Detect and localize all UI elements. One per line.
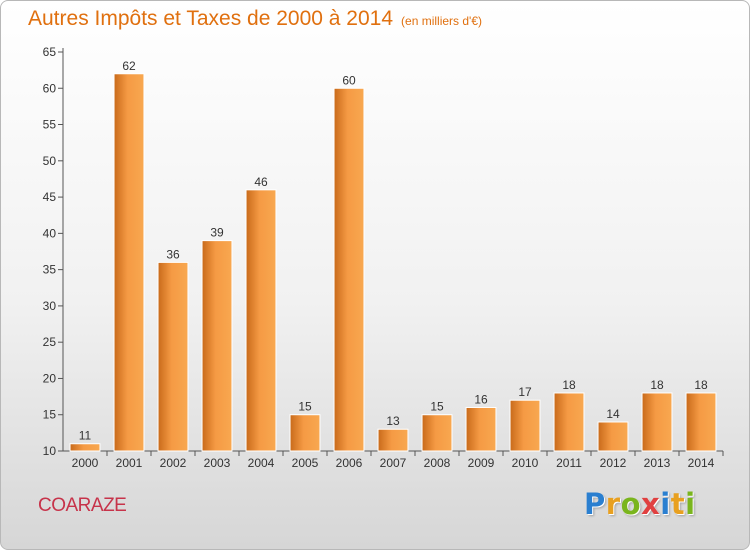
bar-2011 [553, 392, 585, 452]
y-tick-label: 55 [43, 118, 57, 132]
logo-letter: o [620, 487, 642, 521]
bar-2007 [377, 428, 409, 452]
bar-2014 [685, 392, 717, 452]
x-tick-label: 2001 [116, 456, 143, 470]
chart-title-main: Autres Impôts et Taxes de 2000 à 2014 [28, 7, 394, 30]
x-tick-label: 2005 [292, 456, 319, 470]
x-tick-label: 2010 [512, 456, 539, 470]
x-tick-label: 2009 [468, 456, 495, 470]
chart-title-unit: (en milliers d'€) [401, 14, 483, 28]
bar-2006 [333, 87, 365, 452]
bar-value-label: 62 [122, 59, 136, 73]
bar-value-label: 36 [166, 247, 180, 261]
bar-value-label: 60 [342, 73, 356, 87]
bar-value-label: 18 [694, 378, 708, 392]
proxiti-logo[interactable]: Proxiti [584, 487, 696, 521]
bar-value-label: 15 [430, 400, 444, 414]
y-tick-label: 50 [43, 154, 57, 168]
logo-letter: i [685, 487, 696, 521]
bar-2001 [113, 73, 145, 452]
bar-2008 [421, 414, 453, 452]
y-tick-label: 40 [43, 226, 57, 240]
city-name: COARAZE [38, 495, 127, 516]
x-tick-label: 2002 [160, 456, 187, 470]
bar-value-label: 15 [298, 400, 312, 414]
y-tick-label: 10 [43, 444, 57, 458]
bar-2000 [69, 443, 101, 452]
y-tick-label: 35 [43, 263, 57, 277]
x-tick-label: 2014 [688, 456, 715, 470]
x-tick-label: 2008 [424, 456, 451, 470]
y-tick-label: 60 [43, 81, 57, 95]
y-tick-label: 20 [43, 371, 57, 385]
bar-2013 [641, 392, 673, 452]
x-tick-label: 2000 [72, 456, 99, 470]
bar-2003 [201, 240, 233, 452]
bar-value-label: 16 [474, 392, 488, 406]
logo-letter: r [605, 487, 621, 521]
x-tick-label: 2012 [600, 456, 627, 470]
bar-value-label: 39 [210, 226, 224, 240]
y-tick-label: 15 [43, 408, 57, 422]
bar-2002 [157, 261, 189, 452]
x-tick-label: 2003 [204, 456, 231, 470]
logo-letter: P [584, 487, 606, 521]
y-tick-label: 45 [43, 190, 57, 204]
x-tick-label: 2013 [644, 456, 671, 470]
x-tick-label: 2011 [556, 456, 582, 470]
y-tick-label: 30 [43, 299, 57, 313]
bar-2010 [509, 399, 541, 452]
logo-letter: t [670, 487, 686, 521]
x-tick-label: 2004 [248, 456, 275, 470]
bar-value-label: 13 [386, 414, 400, 428]
bar-value-label: 18 [650, 378, 664, 392]
bar-2005 [289, 414, 321, 452]
chart-title: Autres Impôts et Taxes de 2000 à 2014 (en… [28, 7, 482, 31]
y-tick-label: 25 [43, 335, 57, 349]
logo-letter: i [660, 487, 671, 521]
bar-2004 [245, 189, 277, 452]
bar-2012 [597, 421, 629, 452]
bar-value-label: 14 [606, 407, 620, 421]
bar-value-label: 46 [254, 175, 268, 189]
bar-value-label: 11 [79, 429, 92, 443]
bar-2009 [465, 406, 497, 452]
bar-value-label: 17 [518, 385, 532, 399]
x-tick-label: 2007 [380, 456, 407, 470]
logo-letter: x [641, 487, 661, 521]
x-tick-label: 2006 [336, 456, 363, 470]
bar-value-label: 18 [562, 378, 576, 392]
y-tick-label: 65 [43, 45, 57, 59]
